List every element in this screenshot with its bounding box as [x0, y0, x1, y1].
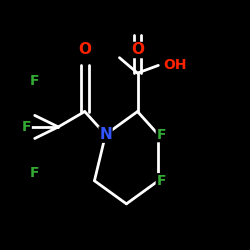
Text: O: O [78, 42, 91, 58]
Text: N: N [99, 127, 112, 142]
Text: F: F [30, 74, 40, 88]
Text: F: F [22, 120, 31, 134]
Text: F: F [156, 174, 166, 188]
Text: F: F [156, 128, 166, 141]
Text: O: O [131, 42, 144, 58]
Text: F: F [30, 166, 40, 180]
Text: OH: OH [163, 58, 187, 72]
